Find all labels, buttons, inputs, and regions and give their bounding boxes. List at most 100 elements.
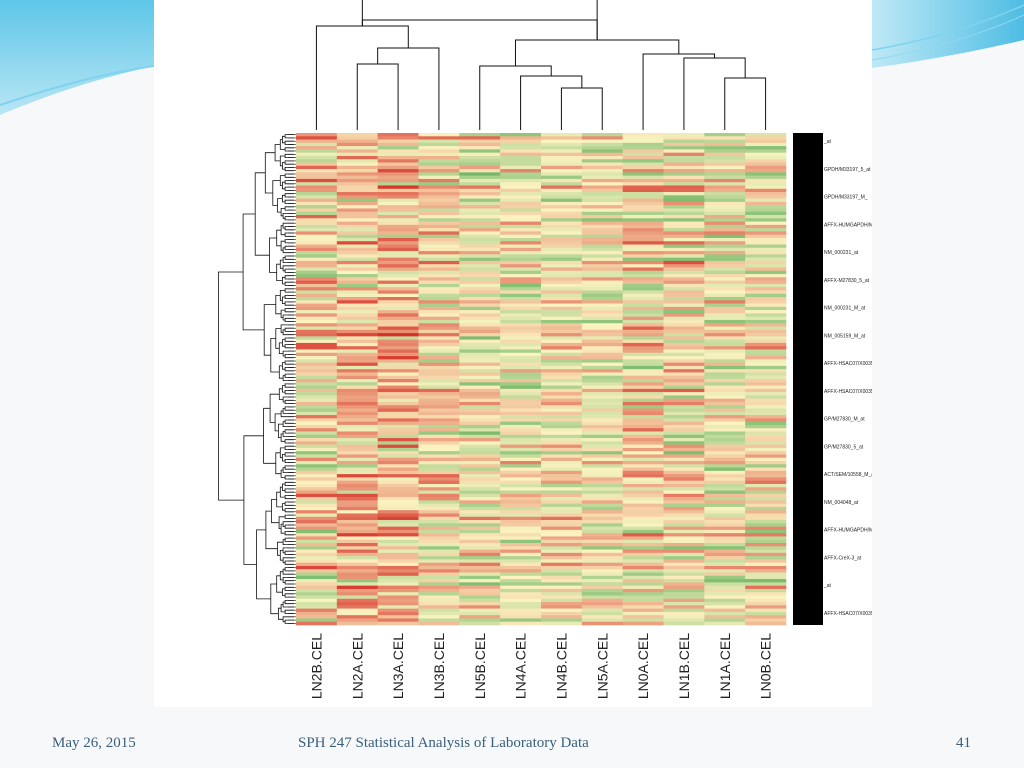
- heatmap-cell: [745, 224, 787, 229]
- heatmap-cell: [541, 421, 583, 426]
- heatmap-cell: [336, 162, 378, 167]
- heatmap-cell: [336, 211, 378, 216]
- heatmap-cell: [296, 234, 338, 239]
- heatmap-cell: [500, 162, 542, 167]
- heatmap-cell: [418, 415, 460, 419]
- heatmap-cell: [704, 585, 746, 590]
- heatmap-cell: [704, 188, 746, 193]
- heatmap-cell: [336, 572, 378, 577]
- heatmap-cell: [377, 260, 419, 265]
- heatmap-cell: [377, 424, 419, 429]
- heatmap-cell: [336, 506, 378, 511]
- heatmap-cell: [663, 461, 705, 465]
- heatmap-cell: [541, 133, 583, 137]
- heatmap-cell: [622, 136, 664, 140]
- heatmap-cell: [663, 306, 705, 311]
- heatmap-cell: [377, 529, 419, 534]
- heatmap-cell: [541, 155, 583, 160]
- heatmap-cell: [541, 395, 583, 399]
- heatmap-cell: [663, 605, 705, 609]
- heatmap-cell: [581, 539, 623, 544]
- heatmap-cell: [622, 493, 664, 498]
- heatmap-cell: [296, 155, 338, 160]
- heatmap-cell: [418, 585, 460, 590]
- heatmap-cell: [541, 444, 583, 449]
- heatmap-cell: [296, 303, 338, 308]
- heatmap-cell: [500, 461, 542, 465]
- heatmap-cell: [663, 408, 705, 413]
- heatmap-cell: [500, 257, 542, 262]
- heatmap-cell: [418, 457, 460, 462]
- heatmap-cell: [336, 155, 378, 160]
- heatmap-cell: [377, 139, 419, 144]
- heatmap-cell: [581, 241, 623, 245]
- heatmap-cell: [500, 221, 542, 226]
- heatmap-cell: [296, 310, 338, 314]
- heatmap-cell: [704, 608, 746, 613]
- heatmap-cell: [704, 316, 746, 321]
- heatmap-cell: [745, 182, 787, 186]
- heatmap-cell: [663, 155, 705, 160]
- heatmap-cell: [377, 513, 419, 518]
- heatmap-cell: [541, 201, 583, 206]
- column-dendrogram-link: [724, 77, 767, 130]
- heatmap-cell: [377, 536, 419, 541]
- heatmap-cell: [704, 182, 746, 186]
- heatmap-cell: [581, 146, 623, 150]
- heatmap-cell: [581, 254, 623, 258]
- heatmap-cell: [377, 506, 419, 511]
- heatmap-cell: [745, 569, 787, 573]
- heatmap-cell: [622, 287, 664, 291]
- heatmap-cell: [541, 388, 583, 393]
- heatmap-cell: [541, 556, 583, 560]
- heatmap-cell: [704, 270, 746, 275]
- heatmap-cell: [336, 346, 378, 350]
- heatmap-cell: [663, 434, 705, 439]
- heatmap-cell: [622, 526, 664, 531]
- heatmap-cell: [581, 510, 623, 514]
- heatmap-cell: [745, 500, 787, 504]
- heatmap-cell: [296, 441, 338, 445]
- heatmap-cell: [622, 231, 664, 235]
- heatmap-cell: [541, 215, 583, 219]
- heatmap-cell: [418, 267, 460, 272]
- heatmap-cell: [622, 303, 664, 308]
- heatmap-cell: [541, 490, 583, 495]
- heatmap-cell: [745, 323, 787, 327]
- heatmap-cell: [581, 303, 623, 308]
- heatmap-cell: [663, 444, 705, 449]
- heatmap-cell: [377, 133, 419, 137]
- heatmap-cell: [581, 356, 623, 360]
- heatmap-cell: [296, 618, 338, 623]
- heatmap-cell: [622, 457, 664, 462]
- heatmap-cell: [418, 260, 460, 265]
- heatmap-cell: [663, 329, 705, 334]
- heatmap-cell: [336, 228, 378, 232]
- heatmap-cell: [622, 152, 664, 157]
- heatmap-cell: [704, 421, 746, 426]
- heatmap-cell: [500, 533, 542, 537]
- heatmap-cell: [663, 398, 705, 403]
- heatmap-cell: [459, 388, 501, 393]
- heatmap-cell: [418, 306, 460, 311]
- heatmap-cell: [296, 464, 338, 468]
- heatmap-cell: [500, 178, 542, 183]
- heatmap-cell: [418, 152, 460, 157]
- heatmap-cell: [622, 352, 664, 357]
- heatmap-cell: [581, 434, 623, 439]
- heatmap-cell: [296, 543, 338, 547]
- heatmap-cell: [377, 438, 419, 442]
- row-dendrogram-link: [284, 367, 294, 372]
- heatmap-cell: [663, 365, 705, 370]
- heatmap-cell: [459, 251, 501, 255]
- heatmap-cell: [418, 211, 460, 216]
- heatmap-cell: [336, 388, 378, 393]
- heatmap-cell: [622, 241, 664, 245]
- heatmap-cell: [663, 303, 705, 308]
- heatmap-cell: [541, 185, 583, 190]
- heatmap-cell: [663, 457, 705, 462]
- heatmap-cell: [581, 313, 623, 317]
- heatmap-cell: [418, 487, 460, 491]
- heatmap-cell: [500, 500, 542, 504]
- row-dendrogram-link: [284, 354, 294, 359]
